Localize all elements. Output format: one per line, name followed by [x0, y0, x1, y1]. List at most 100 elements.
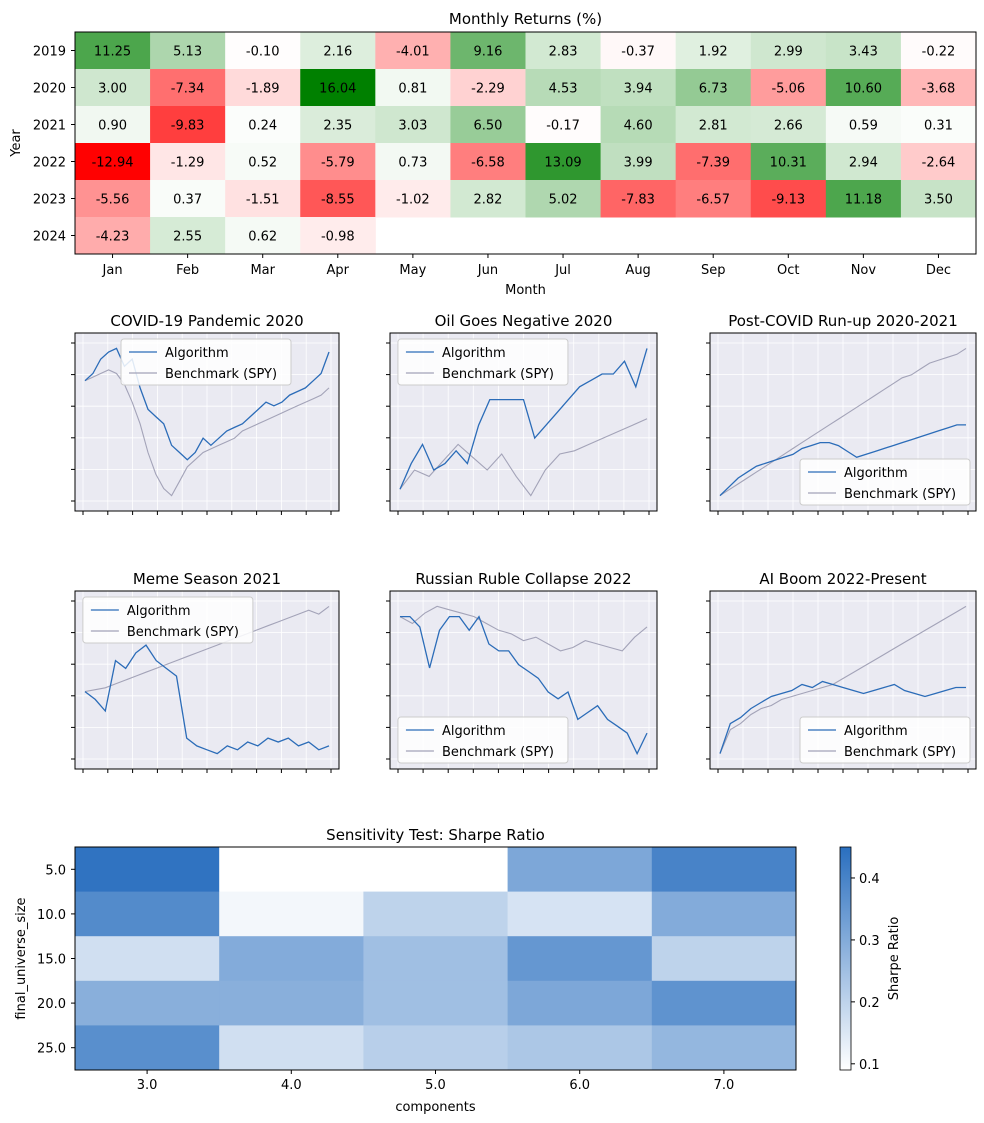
heatmap-cell	[225, 32, 301, 70]
x-tick-label: 7.0	[714, 1078, 735, 1093]
heatmap-cell	[450, 69, 526, 107]
heatmap-cell	[75, 217, 151, 255]
y-tick-label: 2020	[33, 82, 66, 97]
algorithm-line	[400, 615, 648, 756]
sensitivity-heatmap: Sensitivity Test: Sharpe Ratio 3.0 4.0 5.0 6…	[14, 826, 902, 1115]
legend-label: Algorithm	[442, 724, 506, 739]
heatmap-cell	[75, 1025, 220, 1071]
legend-box	[397, 716, 569, 764]
benchmark-line	[719, 605, 967, 754]
cell-value-label: 0.59	[849, 119, 878, 134]
heatmap-cell	[363, 980, 509, 1026]
cell-value-label: -1.29	[171, 156, 205, 171]
cell-value-label: -7.34	[171, 82, 205, 97]
cell-value-label: 1.92	[699, 45, 728, 60]
cell-value-label: -3.68	[922, 82, 956, 97]
heatmap-cell	[75, 69, 151, 107]
legend-label: Algorithm	[127, 604, 191, 619]
cell-value-label: 6.50	[473, 119, 502, 134]
heatmap-cell	[450, 32, 526, 70]
heatmap-cell	[225, 180, 301, 218]
y-tick-label: 2019	[33, 45, 66, 60]
y-tick-label: 20.0	[37, 997, 66, 1012]
colorbar-tick-label: 0.2	[859, 996, 880, 1011]
colorbar-tick-label: 0.1	[859, 1058, 880, 1073]
x-tick-label: May	[399, 263, 426, 278]
colorbar-gradient	[839, 846, 852, 1071]
plot-frame	[74, 332, 340, 512]
legend-label: Algorithm	[442, 346, 506, 361]
cell-value-label: -7.39	[696, 156, 730, 171]
x-tick-label: Oct	[777, 263, 799, 278]
legend-label: Benchmark (SPY)	[165, 367, 277, 382]
cell-value-label: 9.16	[473, 45, 502, 60]
heatmap-cell	[507, 1025, 653, 1071]
heatmap-cell	[750, 32, 827, 70]
legend-box	[397, 338, 569, 386]
legend: Algorithm Benchmark (SPY)	[82, 596, 254, 644]
heatmap-cell	[525, 32, 602, 70]
y-tick-label: 15.0	[37, 953, 66, 968]
heatmap-cell	[675, 69, 752, 107]
heatmap-cell	[600, 180, 677, 218]
line-subplot: COVID-19 Pandemic 2020 Algorithm Benchmark…	[71, 312, 340, 515]
subplot-title: Oil Goes Negative 2020	[435, 312, 613, 330]
heatmap-cell	[150, 217, 226, 255]
y-tick-label: 2021	[33, 119, 66, 134]
cell-value-label: 5.13	[173, 45, 202, 60]
heatmap-cell	[900, 69, 977, 107]
heatmap-cell	[225, 69, 301, 107]
heatmap-cell	[219, 891, 364, 937]
heatmap-cell	[225, 106, 301, 144]
heatmap-cell	[219, 1025, 364, 1071]
heatmap-cell	[375, 69, 451, 107]
cell-value-label: 2.66	[774, 119, 803, 134]
subplot-title: COVID-19 Pandemic 2020	[110, 312, 303, 330]
algorithm-line	[84, 644, 330, 755]
legend: Algorithm Benchmark (SPY)	[799, 716, 971, 764]
benchmark-line	[84, 605, 330, 693]
subplot-title: Post-COVID Run-up 2020-2021	[728, 312, 958, 330]
cell-value-label: 0.31	[924, 119, 953, 134]
heatmap-cell	[675, 180, 752, 218]
plot-frame	[709, 332, 977, 512]
colorbar-tick-label: 0.4	[859, 872, 880, 887]
heatmap-cell	[75, 891, 220, 937]
y-axis-label: final_universe_size	[14, 897, 29, 1019]
legend: Algorithm Benchmark (SPY)	[120, 338, 292, 386]
chart-title: Monthly Returns (%)	[449, 10, 602, 28]
heatmap-cell	[375, 106, 451, 144]
heatmap-cell	[525, 143, 602, 181]
heatmap-cell	[651, 936, 797, 982]
cell-value-label: 10.31	[770, 156, 807, 171]
x-tick-label: Jun	[477, 263, 498, 278]
x-tick-label: Mar	[250, 263, 275, 278]
subplot-title: Russian Ruble Collapse 2022	[415, 570, 631, 588]
cell-value-label: 0.37	[173, 193, 202, 208]
algorithm-line	[719, 680, 966, 754]
heatmap-cell	[375, 143, 451, 181]
heatmap-cell	[150, 106, 226, 144]
heatmap-cell	[675, 143, 752, 181]
cell-value-label: -2.64	[922, 156, 956, 171]
legend: Algorithm Benchmark (SPY)	[397, 716, 569, 764]
cell-value-label: 4.60	[624, 119, 653, 134]
heatmap-cell	[450, 106, 526, 144]
cell-value-label: 3.99	[624, 156, 653, 171]
cell-value-label: 0.24	[248, 119, 277, 134]
cell-value-label: -0.98	[321, 230, 355, 245]
heatmap-cell	[150, 143, 226, 181]
heatmap-cell	[75, 32, 151, 70]
benchmark-line	[719, 347, 967, 497]
y-tick-label: 2022	[33, 156, 66, 171]
heatmap-cell	[900, 180, 977, 218]
cell-value-label: 6.73	[699, 82, 728, 97]
cell-value-label: -6.57	[696, 193, 730, 208]
y-tick-label: 2024	[33, 230, 66, 245]
cell-value-label: 11.18	[845, 193, 882, 208]
line-subplot: Meme Season 2021 Algorithm Benchmark (SPY)	[71, 570, 340, 773]
heatmap-cell	[507, 891, 653, 937]
cell-value-label: -9.83	[171, 119, 205, 134]
x-axis-label: components	[395, 1100, 476, 1115]
y-tick-label: 25.0	[37, 1042, 66, 1057]
